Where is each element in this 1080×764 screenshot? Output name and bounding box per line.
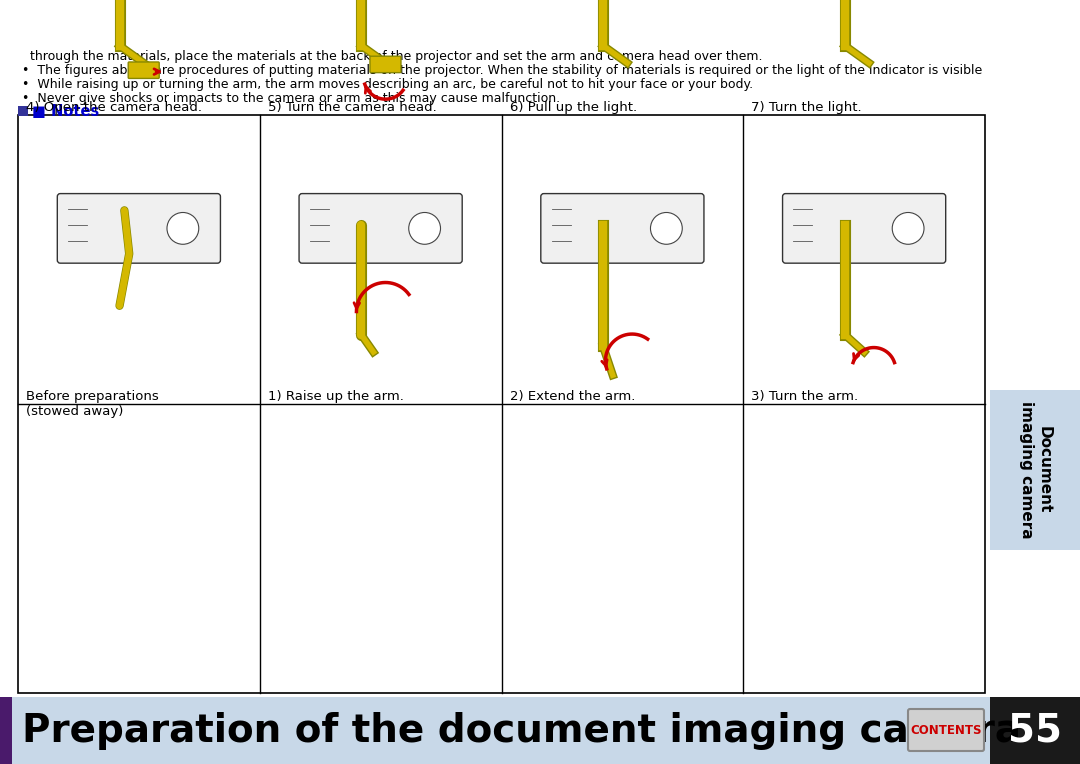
Text: 55: 55 [1008,711,1062,749]
Text: •  The figures above are procedures of putting materials on the projector. When : • The figures above are procedures of pu… [22,64,982,77]
Bar [18,115,985,693]
FancyBboxPatch shape [57,193,220,263]
Text: 7) Turn the light.: 7) Turn the light. [752,101,862,114]
Text: 2) Extend the arm.: 2) Extend the arm. [510,390,635,403]
Text: 4) Open the camera head.: 4) Open the camera head. [26,101,202,114]
Text: through the materials, place the materials at the back of the projector and set : through the materials, place the materia… [30,50,762,63]
FancyBboxPatch shape [541,193,704,263]
Bar [990,390,1080,550]
Text: •  While raising up or turning the arm, the arm moves describing an arc, be care: • While raising up or turning the arm, t… [22,78,753,91]
FancyBboxPatch shape [908,709,984,751]
Bar [990,697,1080,764]
Text: Before preparations
(stowed away): Before preparations (stowed away) [26,390,159,418]
Circle shape [650,212,683,244]
Text: 1) Raise up the arm.: 1) Raise up the arm. [268,390,404,403]
Circle shape [892,212,924,244]
Text: 3) Turn the arm.: 3) Turn the arm. [752,390,859,403]
Text: 6) Pull up the light.: 6) Pull up the light. [510,101,636,114]
FancyBboxPatch shape [370,57,401,73]
Text: Document
imaging camera: Document imaging camera [1018,401,1051,539]
Bar [0,697,990,764]
Text: Preparation of the document imaging camera: Preparation of the document imaging came… [22,711,1021,749]
Circle shape [167,212,199,244]
Bar [0,697,12,764]
FancyBboxPatch shape [129,62,159,79]
FancyBboxPatch shape [299,193,462,263]
Text: CONTENTS: CONTENTS [910,724,982,736]
Text: ■ Notes: ■ Notes [32,103,99,118]
Circle shape [408,212,441,244]
Bar [18,106,28,116]
Text: •  Never give shocks or impacts to the camera or arm as this may cause malfuncti: • Never give shocks or impacts to the ca… [22,92,561,105]
FancyBboxPatch shape [783,193,946,263]
Text: 5) Turn the camera head.: 5) Turn the camera head. [268,101,436,114]
